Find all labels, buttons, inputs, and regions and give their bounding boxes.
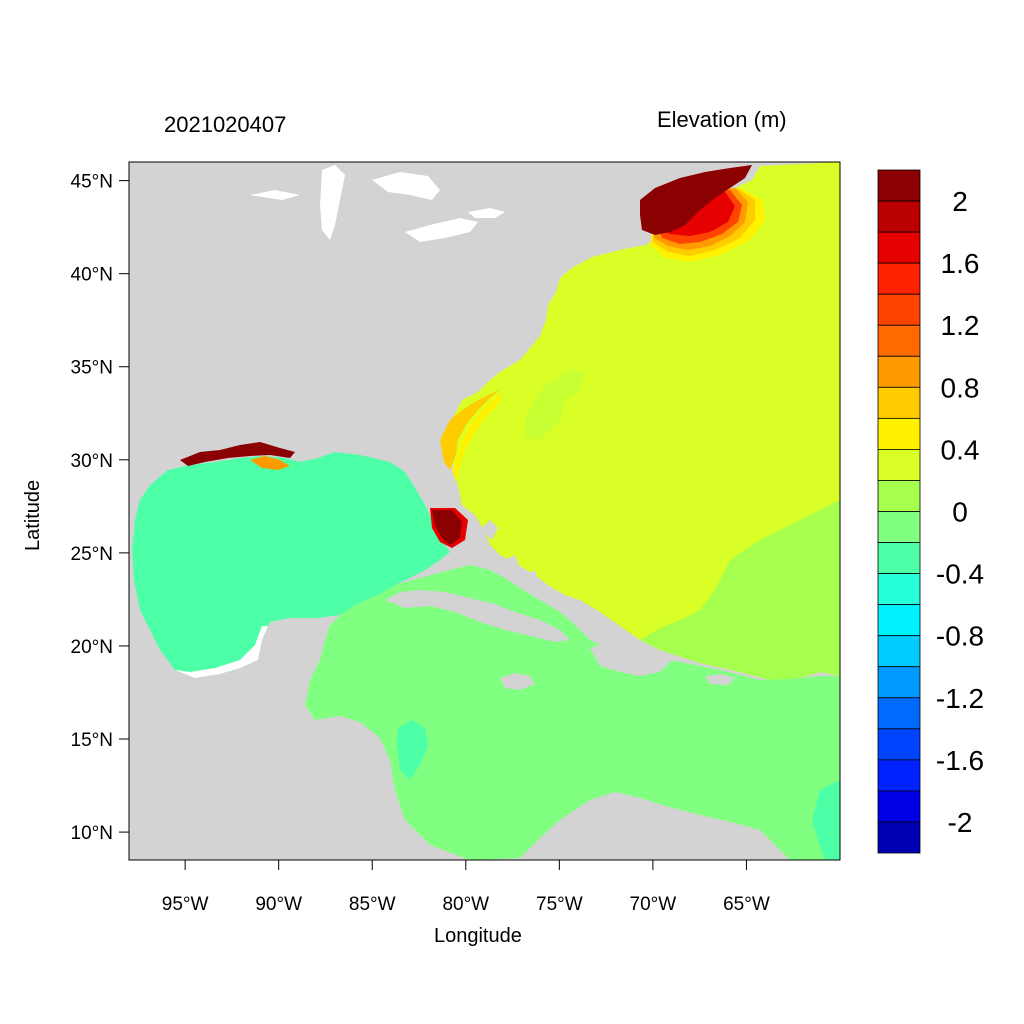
colorbar-box	[877, 262, 921, 295]
y-tick-label: 40°N	[71, 265, 113, 286]
caribbean-sea	[305, 565, 840, 860]
colorbar-label: -0.4	[936, 559, 984, 590]
colorbar-label: 0	[952, 497, 968, 528]
puerto-rico-land	[705, 674, 735, 685]
plot-frame	[128, 161, 841, 861]
georgia-coast-surge	[452, 392, 502, 482]
colorbar-label: -0.8	[936, 621, 984, 652]
colorbar	[877, 169, 921, 854]
cuba-land	[385, 590, 570, 642]
atlantic-southeast-band	[640, 500, 840, 680]
southeast-coast-surge	[440, 390, 500, 470]
map-plot-area	[129, 162, 840, 860]
mexico-coast-strip	[175, 626, 268, 678]
y-tick-label: 10°N	[71, 823, 113, 844]
colorbar-box	[877, 355, 921, 388]
colorbar-box	[877, 169, 921, 202]
colorbar-box	[877, 697, 921, 730]
yucatan-land	[262, 615, 340, 722]
colorbar-box	[877, 635, 921, 668]
colorbar-box	[877, 759, 921, 792]
colorbar-label: 0.4	[941, 434, 980, 465]
atlantic-patch	[525, 370, 585, 440]
gulf-of-mexico	[132, 452, 450, 678]
x-tick-label: 90°W	[255, 894, 302, 915]
y-tick-label: 20°N	[71, 637, 113, 658]
louisiana-surge	[250, 456, 290, 470]
venezuela-patch	[812, 780, 840, 860]
y-axis-ticks: 45°N 40°N 35°N 30°N 25°N 20°N 15°N 10°N	[71, 172, 129, 844]
y-tick-label: 15°N	[71, 730, 113, 751]
colorbar-box	[877, 449, 921, 481]
colorbar-label: -2	[948, 807, 973, 838]
bahamas-land	[480, 520, 540, 588]
x-tick-label: 65°W	[723, 894, 770, 915]
colorbar-box	[877, 324, 921, 357]
colorbar-label: -1.2	[936, 683, 984, 714]
colorbar-label: 1.2	[941, 310, 980, 341]
colorbar-labels: 2 1.6 1.2 0.8 0.4 0 -0.4 -0.8 -1.2 -1.6 -2	[936, 186, 984, 838]
north-atlantic-ocean	[450, 162, 840, 680]
colorbar-box	[877, 417, 921, 450]
x-tick-label: 80°W	[442, 894, 489, 915]
colorbar-box	[877, 573, 921, 606]
jamaica-land	[500, 673, 535, 690]
y-tick-label: 35°N	[71, 358, 113, 379]
x-axis-label: Longitude	[434, 925, 522, 947]
x-axis-ticks: 95°W 90°W 85°W 80°W 75°W 70°W 65°W	[162, 860, 770, 915]
colorbar-box	[877, 790, 921, 823]
colorbar-box	[877, 293, 921, 326]
great-lakes-water	[250, 165, 505, 242]
date-label: 2021020407	[164, 112, 287, 137]
gulf-coast-surge	[180, 442, 295, 466]
colorbar-label: 1.6	[941, 248, 980, 279]
south-america-land	[520, 792, 790, 860]
colorbar-box	[877, 666, 921, 699]
y-tick-label: 45°N	[71, 172, 113, 193]
x-tick-label: 85°W	[349, 894, 396, 915]
y-axis-label: Latitude	[22, 479, 44, 551]
colorbar-box	[877, 542, 921, 574]
y-tick-label: 25°N	[71, 544, 113, 565]
colorbar-box	[877, 511, 921, 543]
colorbar-box	[877, 200, 921, 233]
colorbar-box	[877, 821, 921, 854]
x-tick-label: 75°W	[536, 894, 583, 915]
colorbar-box	[877, 386, 921, 419]
colorbar-box	[877, 604, 921, 637]
colorbar-label: -1.6	[936, 745, 984, 776]
south-florida-surge	[430, 508, 468, 548]
colorbar-box	[877, 231, 921, 264]
caribbean-cyan-patch	[397, 720, 428, 780]
variable-label: Elevation (m)	[657, 107, 787, 132]
x-tick-label: 70°W	[630, 894, 677, 915]
hispaniola-land	[590, 642, 672, 676]
new-england-surge	[640, 165, 765, 262]
colorbar-box	[877, 480, 921, 512]
colorbar-label: 2	[952, 186, 968, 217]
colorbar-box	[877, 728, 921, 761]
colorbar-label: 0.8	[941, 372, 980, 403]
y-tick-label: 30°N	[71, 451, 113, 472]
x-tick-label: 95°W	[162, 894, 209, 915]
